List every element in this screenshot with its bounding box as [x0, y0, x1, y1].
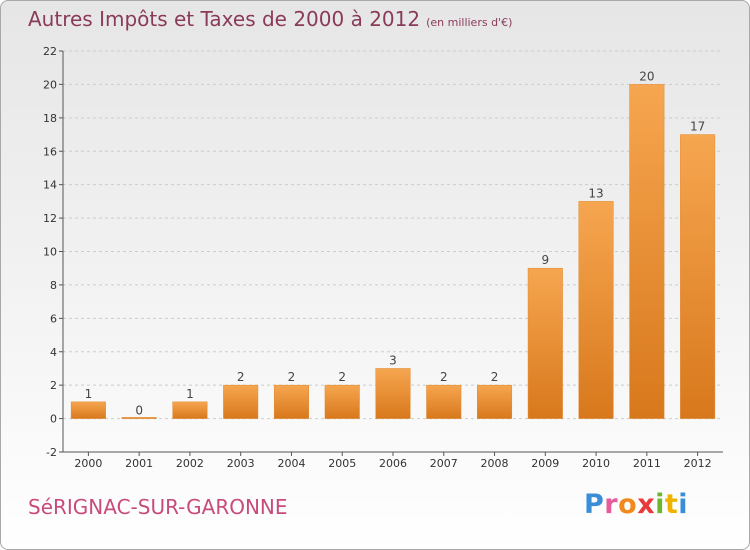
y-tick-label: 0	[50, 413, 57, 426]
brand-letter: t	[664, 489, 679, 520]
brand-letter: r	[604, 489, 619, 520]
data-label: 2	[491, 370, 499, 384]
brand-letter: x	[637, 489, 656, 520]
data-label: 20	[639, 69, 654, 83]
brand-letter: P	[584, 489, 605, 520]
bar	[375, 368, 411, 419]
y-tick-label: 12	[43, 212, 57, 225]
data-label: 2	[237, 370, 245, 384]
data-label: 2	[440, 370, 448, 384]
y-tick-label: 10	[43, 246, 57, 259]
y-tick-label: 14	[43, 179, 57, 192]
y-tick-label: 22	[43, 45, 57, 58]
x-tick-label: 2005	[328, 457, 356, 470]
data-label: 1	[85, 387, 93, 401]
bar	[172, 401, 208, 419]
x-tick-label: 2012	[684, 457, 712, 470]
chart-title: Autres Impôts et Taxes de 2000 à 2012	[28, 7, 421, 31]
data-label: 0	[135, 404, 143, 418]
bar	[477, 384, 513, 419]
x-tick-label: 2004	[277, 457, 305, 470]
y-tick-label: 4	[50, 346, 57, 359]
proxiti-logo: Proxiti	[584, 489, 688, 520]
x-tick-label: 2001	[125, 457, 153, 470]
brand-letter: i	[678, 489, 689, 520]
bar	[121, 417, 157, 419]
y-tick-label: 16	[43, 145, 57, 158]
y-tick-label: -2	[46, 446, 57, 459]
x-tick-label: 2008	[481, 457, 509, 470]
y-tick-label: 18	[43, 112, 57, 125]
bar	[578, 201, 614, 419]
x-tick-label: 2009	[531, 457, 559, 470]
x-tick-label: 2006	[379, 457, 407, 470]
data-label: 9	[541, 253, 549, 267]
x-tick-label: 2011	[633, 457, 661, 470]
commune-name: SéRIGNAC-SUR-GARONNE	[28, 495, 288, 519]
bar	[527, 267, 563, 419]
y-tick-label: 8	[50, 279, 57, 292]
bar	[273, 384, 309, 419]
data-label: 13	[588, 186, 603, 200]
chart-subtitle: (en milliers d'€)	[426, 16, 513, 29]
x-tick-label: 2010	[582, 457, 610, 470]
bar	[680, 134, 716, 419]
y-tick-label: 6	[50, 312, 57, 325]
y-tick-label: 2	[50, 379, 57, 392]
data-label: 2	[288, 370, 296, 384]
chart-title-block: Autres Impôts et Taxes de 2000 à 2012 (en…	[28, 7, 512, 31]
bar	[223, 384, 259, 419]
x-tick-label: 2003	[227, 457, 255, 470]
bar	[629, 84, 665, 419]
data-label: 1	[186, 387, 194, 401]
x-tick-label: 2000	[74, 457, 102, 470]
x-tick-label: 2007	[430, 457, 458, 470]
bar	[324, 384, 360, 419]
brand-letter: o	[618, 489, 638, 520]
bar	[426, 384, 462, 419]
bar	[70, 401, 106, 419]
data-label: 17	[690, 120, 705, 134]
data-label: 3	[389, 353, 397, 367]
brand-letter: i	[655, 489, 665, 520]
x-tick-label: 2002	[176, 457, 204, 470]
y-tick-label: 20	[43, 78, 57, 91]
data-label: 2	[338, 370, 346, 384]
